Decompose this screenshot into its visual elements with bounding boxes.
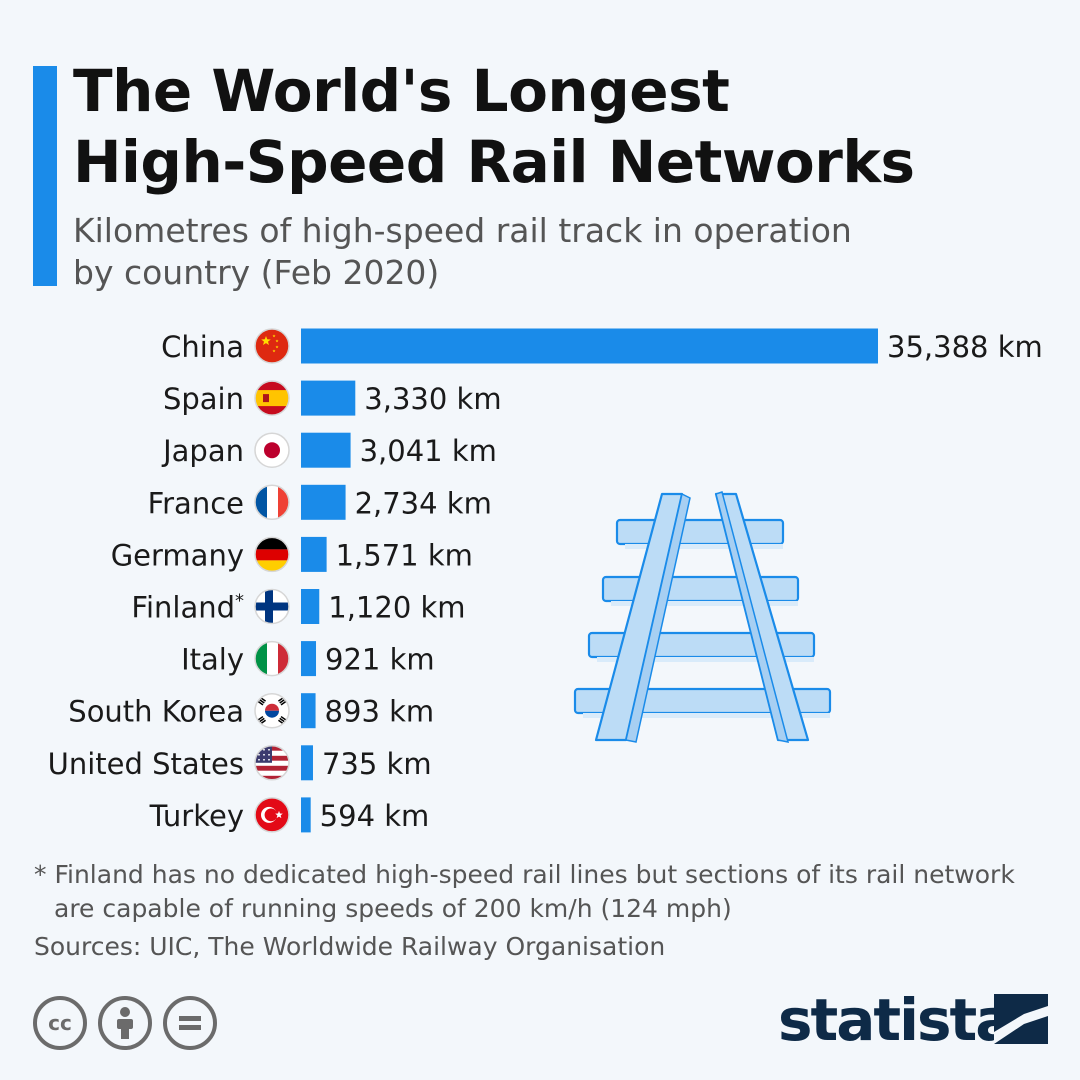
cc-icon-text: cc	[48, 1011, 72, 1035]
category-label: Finland*	[131, 591, 244, 625]
south-korea-flag-icon	[254, 692, 290, 729]
value-label: 594 km	[320, 799, 430, 833]
bar	[301, 693, 316, 729]
value-label: 3,330 km	[364, 382, 501, 416]
title-line-2: High-Speed Rail Networks	[73, 128, 915, 196]
bar	[301, 589, 320, 624]
bar	[301, 380, 356, 416]
subtitle-line-1: Kilometres of high-speed rail track in o…	[73, 211, 852, 250]
no-derivatives-icon[interactable]	[163, 996, 217, 1050]
statista-logo-icon	[994, 994, 1048, 1044]
category-label: Japan	[161, 434, 244, 468]
united-states-flag-icon	[254, 745, 290, 781]
attribution-icon[interactable]	[98, 996, 152, 1050]
france-flag-icon	[254, 484, 290, 521]
bar	[301, 328, 878, 364]
statista-logo[interactable]: statista	[778, 986, 1014, 1054]
spain-flag-icon	[254, 380, 290, 416]
category-label: Germany	[111, 538, 244, 572]
bar	[301, 484, 346, 520]
category-label: France	[148, 486, 244, 520]
cc-icon[interactable]: cc	[33, 996, 87, 1050]
bar	[301, 536, 327, 572]
bar	[301, 745, 313, 781]
category-label: Italy	[181, 643, 244, 677]
category-label: United States	[48, 747, 244, 781]
value-label: 921 km	[325, 643, 435, 677]
italy-flag-icon	[254, 640, 290, 677]
title-line-1: The World's Longest	[73, 57, 730, 125]
category-footnote-mark: *	[235, 591, 244, 612]
category-label: South Korea	[68, 695, 244, 729]
bar	[301, 797, 311, 833]
footnote-line-1: * Finland has no dedicated high-speed ra…	[34, 860, 1015, 889]
footnote-line-2: are capable of running speeds of 200 km/…	[54, 894, 732, 923]
china-flag-icon	[254, 328, 290, 364]
value-label: 3,041 km	[360, 434, 497, 468]
bar	[301, 432, 351, 468]
accent-bar	[33, 66, 57, 286]
value-label: 1,120 km	[328, 591, 465, 625]
finland-flag-icon	[254, 588, 290, 625]
value-label: 1,571 km	[336, 538, 473, 572]
equals-glyph	[179, 1016, 201, 1030]
page-subtitle: Kilometres of high-speed rail track in o…	[73, 210, 973, 294]
value-label: 735 km	[322, 747, 432, 781]
value-label: 2,734 km	[355, 486, 492, 520]
germany-flag-icon	[254, 536, 290, 573]
bar-chart: China 35,388 km Spain 3,330 km Japan 3,041 km…	[48, 328, 1043, 833]
railway-track-icon	[573, 491, 832, 743]
person-glyph	[117, 1007, 133, 1039]
category-label: Turkey	[149, 799, 244, 833]
value-label: 893 km	[325, 695, 435, 729]
bars-layer: China 35,388 km Spain 3,330 km Japan 3,041 km…	[48, 328, 1043, 833]
bar	[301, 641, 317, 677]
category-label: Spain	[163, 382, 244, 416]
footnote: * Finland has no dedicated high-speed ra…	[34, 858, 1044, 926]
subtitle-line-2: by country (Feb 2020)	[73, 253, 440, 292]
value-label: 35,388 km	[887, 330, 1043, 364]
japan-flag-icon	[254, 432, 290, 468]
sources-text: Sources: UIC, The Worldwide Railway Orga…	[34, 932, 666, 961]
category-label: China	[161, 330, 244, 364]
turkey-flag-icon	[254, 797, 290, 833]
page-title: The World's Longest High-Speed Rail Netw…	[73, 56, 1033, 198]
